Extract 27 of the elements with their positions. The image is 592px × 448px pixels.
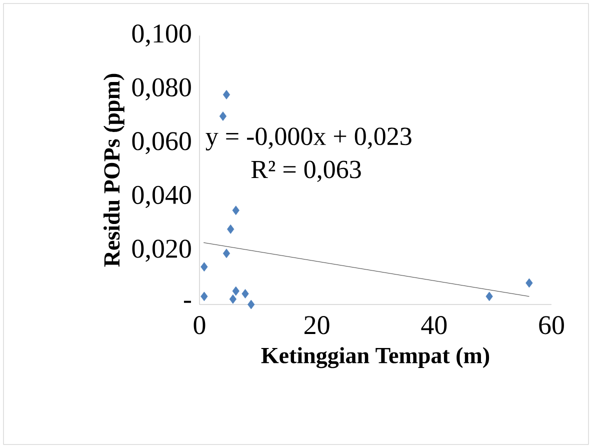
point — [242, 289, 249, 298]
point — [200, 292, 208, 302]
point — [219, 112, 227, 121]
point — [486, 292, 493, 302]
annotation: y = -0,000x + 0,023 — [206, 128, 412, 151]
y-tick-label: 0,020 — [132, 240, 191, 262]
y-tick-label: 0,040 — [132, 186, 191, 208]
point — [200, 262, 208, 272]
y-tick-label: 0,080 — [132, 78, 191, 100]
x-tick-label: 40 — [421, 316, 447, 334]
x-tick-label: 20 — [304, 316, 330, 334]
point — [526, 278, 533, 288]
x-tick-label: 60 — [539, 316, 564, 334]
y-tick-label: 0,100 — [132, 24, 191, 47]
point — [232, 206, 240, 216]
annotation: R² = 0,063 — [251, 160, 361, 182]
point — [248, 300, 255, 310]
x-tick-label: 0 — [194, 316, 206, 334]
point — [222, 90, 230, 100]
y-tick-label: - — [184, 300, 191, 303]
point — [227, 224, 234, 234]
y-axis-title: Residu POPs (ppm) — [103, 74, 124, 267]
point — [229, 294, 237, 304]
point — [232, 286, 240, 296]
point — [222, 248, 230, 258]
x-axis-title: Ketinggian Tempat (m) — [261, 347, 490, 368]
y-tick-label: 0,060 — [132, 132, 191, 154]
